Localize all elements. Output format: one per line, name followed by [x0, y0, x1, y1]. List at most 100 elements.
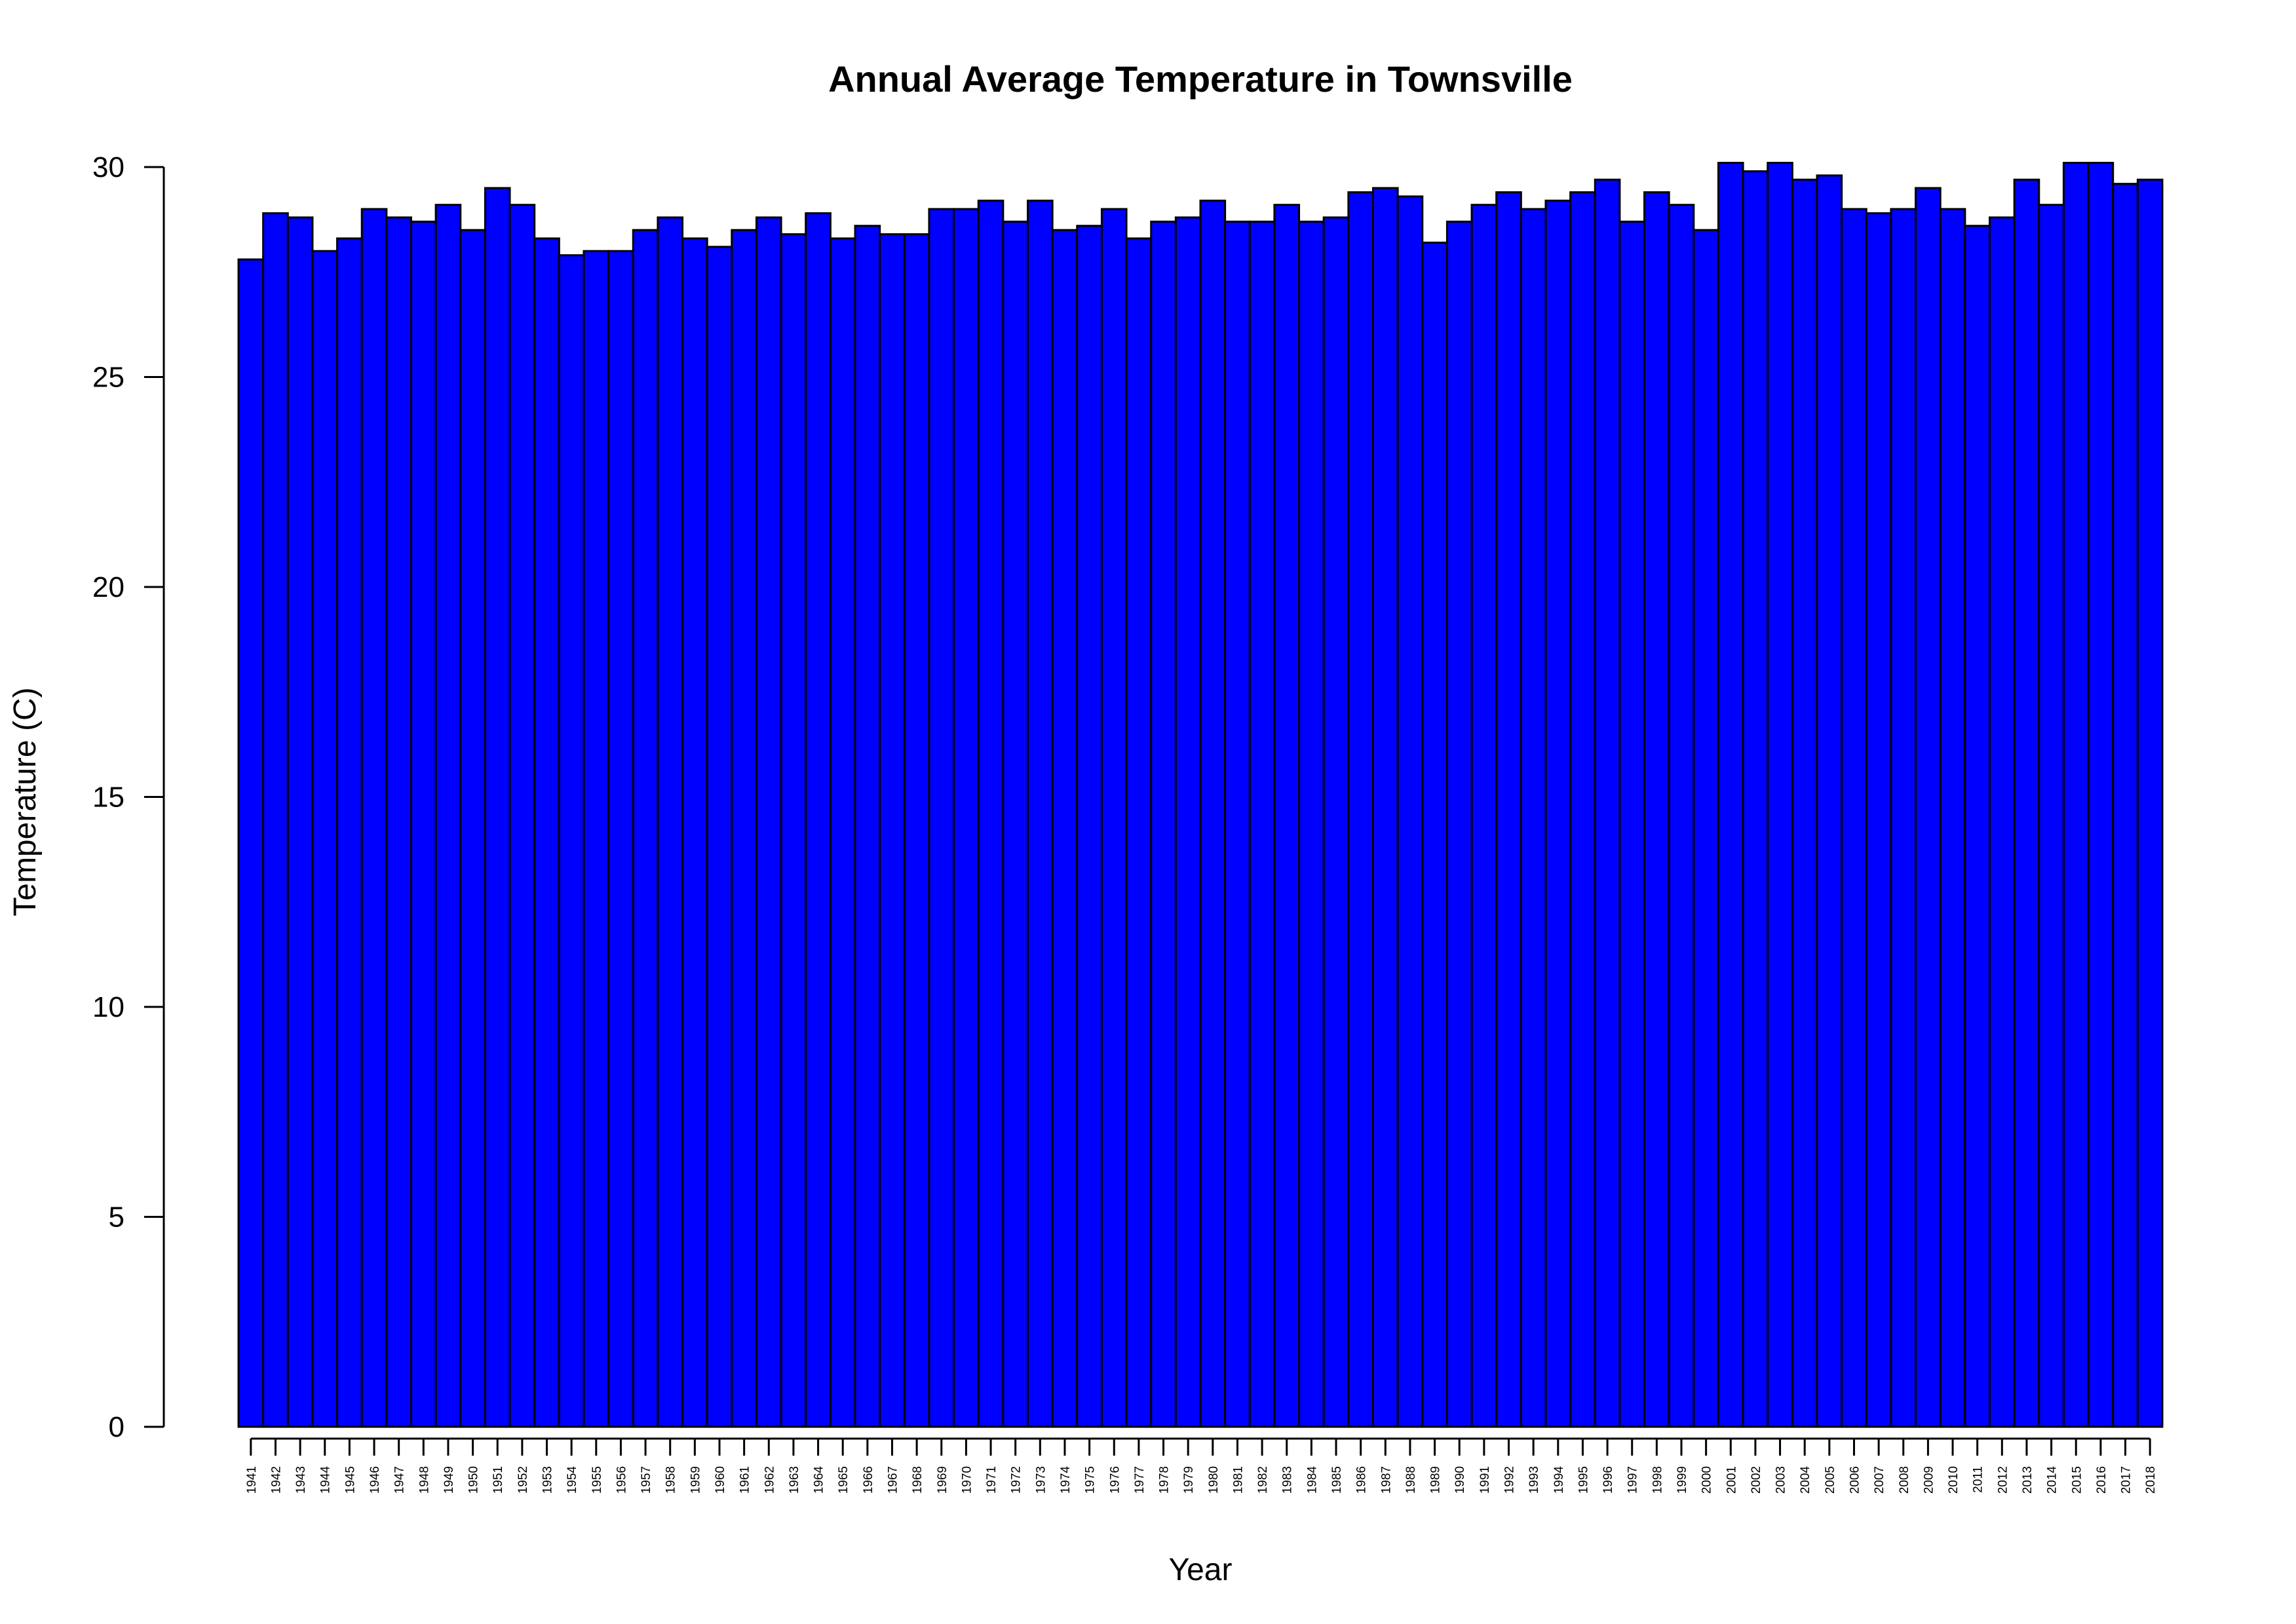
x-tick-label: 1954	[565, 1466, 579, 1494]
x-tick-label: 1962	[763, 1466, 776, 1494]
bar-1973	[1027, 199, 1054, 1428]
x-tick-label: 1966	[862, 1466, 875, 1494]
bar-2016	[2087, 162, 2114, 1428]
x-tick-label: 1982	[1256, 1466, 1270, 1494]
bar-1946	[360, 208, 388, 1428]
bar-1963	[780, 233, 807, 1428]
x-tick-label: 1946	[368, 1466, 382, 1494]
x-tick-label: 1973	[1034, 1466, 1048, 1494]
x-tick-label: 2009	[1922, 1466, 1936, 1494]
bar-1966	[854, 225, 881, 1428]
bar-1999	[1668, 204, 1695, 1428]
x-tick-label: 1992	[1503, 1466, 1517, 1494]
x-tick-label: 1972	[1010, 1466, 1024, 1494]
x-tick-label: 1967	[886, 1466, 900, 1494]
bar-2013	[2013, 178, 2040, 1428]
bar-1950	[459, 229, 486, 1428]
bar-1953	[533, 237, 560, 1428]
x-tick-label: 1990	[1453, 1466, 1467, 1494]
bar-2008	[1890, 208, 1917, 1428]
bar-2011	[1964, 225, 1991, 1428]
bar-1987	[1371, 187, 1399, 1428]
x-tick-label: 1988	[1404, 1466, 1418, 1494]
bar-2012	[1989, 216, 2016, 1428]
bar-1954	[558, 254, 585, 1428]
x-tick-label: 2006	[1848, 1466, 1862, 1494]
bar-2007	[1865, 212, 1892, 1428]
x-tick-label: 1974	[1059, 1466, 1073, 1494]
x-tick-label: 2013	[2021, 1466, 2035, 1494]
x-tick-label: 1986	[1355, 1466, 1369, 1494]
bar-1949	[434, 204, 462, 1428]
x-tick-label: 2017	[2120, 1466, 2133, 1494]
x-tick-label: 1989	[1429, 1466, 1443, 1494]
bar-1952	[508, 204, 536, 1428]
y-tick-label: 0	[109, 1411, 124, 1443]
x-tick-label: 1978	[1158, 1466, 1172, 1494]
bar-2001	[1717, 162, 1744, 1428]
bar-1996	[1594, 178, 1621, 1428]
bar-1974	[1051, 229, 1079, 1428]
bar-1984	[1298, 220, 1325, 1428]
y-tick-label: 30	[92, 151, 124, 183]
x-tick-label: 2005	[1824, 1466, 1837, 1494]
bar-2015	[2062, 162, 2090, 1428]
bar-1957	[632, 229, 659, 1428]
x-tick-label: 1949	[442, 1466, 456, 1494]
x-tick-label: 1998	[1651, 1466, 1664, 1494]
x-tick-label: 1979	[1182, 1466, 1196, 1494]
bar-1955	[583, 250, 610, 1428]
bar-1962	[755, 216, 782, 1428]
x-tick-label: 1950	[467, 1466, 481, 1494]
x-tick-label: 1969	[936, 1466, 949, 1494]
x-tick-label: 1994	[1552, 1466, 1566, 1494]
x-tick-label: 1985	[1330, 1466, 1344, 1494]
bar-1959	[681, 237, 708, 1428]
x-axis: 1941 1942 1943 1944 1945 1946 1947 1948 1949 1950…	[245, 1437, 2158, 1494]
x-tick-label: 1995	[1577, 1466, 1590, 1494]
bar-1947	[385, 216, 412, 1428]
x-tick-label: 2003	[1774, 1466, 1788, 1494]
x-tick-label: 2018	[2144, 1466, 2158, 1494]
bar-1978	[1150, 220, 1177, 1428]
x-tick-label: 1991	[1478, 1466, 1492, 1494]
chart-title: Annual Average Temperature in Townsville	[828, 58, 1573, 100]
x-tick-label: 1953	[541, 1466, 555, 1494]
x-tick-label: 2012	[1996, 1466, 2010, 1494]
bar-1995	[1569, 191, 1596, 1428]
bar-1943	[286, 216, 314, 1428]
x-tick-label: 2001	[1725, 1466, 1738, 1494]
bar-1998	[1643, 191, 1670, 1428]
bar-1993	[1520, 208, 1547, 1428]
y-tick-label: 5	[109, 1201, 124, 1234]
x-tick-label: 1956	[615, 1466, 628, 1494]
y-tick-label: 25	[92, 362, 124, 394]
bars-group	[237, 162, 2164, 1428]
x-tick-label: 2004	[1799, 1466, 1812, 1494]
bar-1969	[928, 208, 955, 1428]
x-tick-label: 1958	[664, 1466, 678, 1494]
bar-2005	[1816, 174, 1843, 1428]
bar-1982	[1248, 220, 1276, 1428]
bar-1972	[1002, 220, 1029, 1428]
x-tick-label: 1952	[516, 1466, 530, 1494]
bar-1979	[1174, 216, 1202, 1428]
x-tick-label: 1947	[393, 1466, 407, 1494]
x-tick-label: 1970	[960, 1466, 974, 1494]
y-axis: 0 5 10 15 20 25 30	[92, 151, 165, 1443]
bar-2002	[1742, 170, 1769, 1428]
bar-1971	[977, 199, 1004, 1428]
bar-1992	[1495, 191, 1522, 1428]
x-tick-label: 2002	[1750, 1466, 1763, 1494]
x-tick-label: 1980	[1207, 1466, 1221, 1494]
bar-1981	[1224, 220, 1251, 1428]
x-tick-label: 2014	[2046, 1466, 2059, 1494]
x-tick-label: 2011	[1972, 1466, 1985, 1493]
bar-2014	[2038, 204, 2065, 1428]
bar-1958	[657, 216, 684, 1428]
x-tick-label: 1984	[1305, 1466, 1319, 1494]
x-tick-label: 1993	[1527, 1466, 1541, 1494]
y-tick-label: 15	[92, 782, 124, 814]
x-tick-label: 1944	[319, 1466, 333, 1494]
bar-1967	[879, 233, 906, 1428]
